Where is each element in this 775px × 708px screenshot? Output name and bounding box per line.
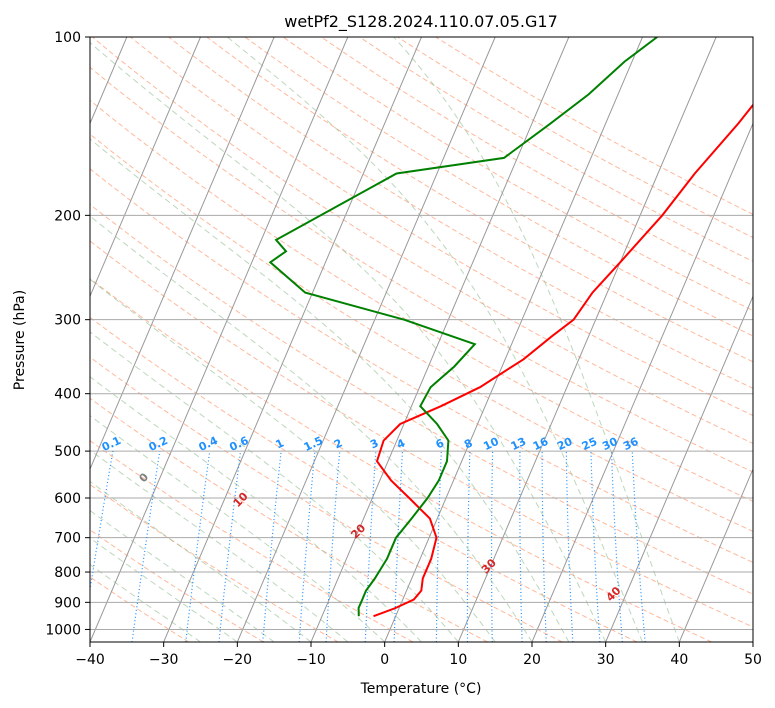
mixing-ratio-line	[435, 451, 442, 642]
moist-adiabat-line	[90, 537, 238, 642]
dry-adiabat-line	[90, 278, 712, 642]
moist-adiabat-line	[90, 564, 201, 642]
mixing-ratio-label: 13	[509, 435, 528, 453]
mixing-ratio-line	[590, 451, 601, 642]
isotherm-line	[163, 37, 422, 642]
isotherm-line	[531, 122, 753, 642]
isotherm-line	[678, 467, 753, 642]
moist-adiabat-line	[90, 215, 533, 642]
moist-adiabat-line	[90, 278, 496, 642]
isotherm-line	[310, 37, 570, 642]
moist-adiabat-line	[393, 37, 680, 642]
mixing-ratio-line	[541, 451, 547, 642]
y-axis: 100 200 300 400 500 600 700 800 900 1000	[45, 30, 90, 638]
y-tick-label: 400	[54, 387, 81, 403]
x-tick-label: 10	[449, 652, 467, 668]
dewpoint-line	[268, 37, 658, 617]
y-tick-label: 900	[54, 595, 81, 611]
dry-adiabat-line	[90, 66, 753, 473]
dry-adiabat-line	[320, 37, 753, 287]
mixing-ratio-line	[610, 451, 623, 642]
mixing-ratio-line	[466, 451, 471, 642]
x-tick-label: −40	[75, 652, 105, 668]
isotherm-line	[236, 37, 496, 642]
moist-adiabat-line	[90, 415, 386, 642]
isotherm-line	[90, 37, 349, 642]
y-tick-label: 1000	[45, 622, 81, 638]
x-axis-title: Temperature (°C)	[360, 681, 482, 697]
mixing-ratio-label: 36	[621, 435, 641, 453]
x-tick-label: −30	[149, 652, 179, 668]
y-tick-label: 100	[54, 30, 81, 46]
mixing-ratio-line	[565, 451, 574, 642]
y-tick-label: 600	[54, 491, 81, 507]
isotherm-line	[90, 37, 275, 471]
isotherm-line	[605, 295, 753, 642]
x-tick-label: −10	[296, 652, 326, 668]
moist-adiabat-line	[227, 37, 643, 642]
moist-adiabat-line	[90, 509, 275, 642]
temperature-line	[373, 103, 753, 618]
dry-adiabat-line	[244, 37, 753, 337]
x-tick-label: 0	[380, 652, 389, 668]
dry-adiabat-line	[90, 240, 753, 628]
y-tick-label: 200	[54, 208, 81, 224]
x-axis: −40 −30 −20 −10 0 10 20 30 40 50	[75, 642, 762, 668]
x-tick-label: 40	[670, 652, 688, 668]
dry-adiabat-line	[359, 37, 753, 262]
dry-adiabat-line	[90, 168, 753, 563]
mixing-ratio-label: 10	[481, 435, 501, 453]
mixing-ratio-line	[325, 451, 341, 642]
moist-adiabat-line	[90, 480, 312, 642]
y-tick-label: 300	[54, 313, 81, 329]
sounding-series	[268, 37, 753, 618]
isotherm-line	[457, 37, 717, 642]
dry-adiabat-line	[90, 203, 753, 595]
dry-adiabat-line	[90, 133, 753, 533]
dry-adiabat-line	[90, 440, 414, 642]
y-tick-label: 800	[54, 565, 81, 581]
dry-adiabat-line	[206, 37, 753, 363]
plot-grid	[90, 37, 753, 642]
x-tick-label: −20	[223, 652, 253, 668]
x-tick-label: 20	[523, 652, 541, 668]
moist-adiabat-line	[90, 42, 607, 642]
mixing-ratio-label: 20	[555, 435, 575, 453]
mixing-ratio-line	[490, 451, 494, 642]
y-axis-title: Pressure (hPa)	[12, 290, 28, 390]
x-tick-label: 30	[597, 652, 615, 668]
dry-adiabat-line	[90, 529, 264, 642]
mixing-ratio-line	[519, 451, 523, 642]
isotherm-line	[384, 37, 643, 642]
y-tick-label: 500	[54, 444, 81, 460]
x-tick-label: 50	[744, 652, 762, 668]
chart-title: wetPf2_S128.2024.110.07.05.G17	[284, 12, 558, 32]
y-tick-label: 700	[54, 531, 81, 547]
isotherm-line	[90, 37, 201, 298]
dry-adiabat-line	[130, 37, 753, 417]
mixing-ratio-label: 25	[580, 435, 599, 453]
mixing-ratio-label: 30	[600, 435, 620, 453]
moist-adiabat-line	[90, 331, 459, 642]
mixing-ratio-line	[393, 451, 404, 642]
plot-frame	[89, 36, 754, 643]
mixing-ratio-label: 16	[531, 435, 551, 453]
mixing-ratio-line	[364, 451, 377, 642]
moist-adiabat-line	[90, 138, 570, 642]
